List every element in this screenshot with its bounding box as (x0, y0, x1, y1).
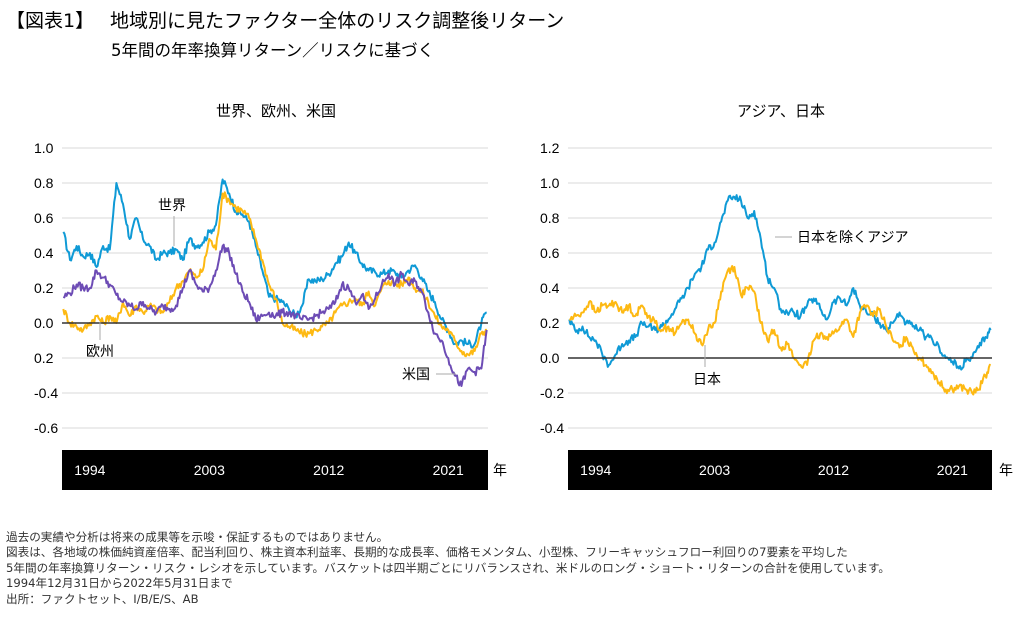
y-tick-label: 0.2 (34, 350, 54, 366)
europe-annotation: 欧州 (86, 344, 114, 360)
x-axis-label: 年 (493, 463, 507, 479)
y-tick-label: -0.6 (34, 420, 58, 436)
gridlines (62, 147, 488, 429)
right-chart-title: アジア、日本 (737, 102, 825, 120)
footer-line-period: 1994年12月31日から2022年5月31日まで (6, 576, 233, 591)
figure-tag: 【図表1】 (6, 10, 95, 32)
x-tick-label: 2021 (433, 462, 464, 478)
figure-subtitle: 5年間の年率換算リターン／リスクに基づく (111, 41, 435, 60)
y-tick-label: 0.8 (34, 175, 54, 191)
footer-line-method-2: 5年間の年率換算リターン・リスク・レシオを示しています。バスケットは四半期ごとに… (6, 560, 890, 575)
y-tick-label: 0.6 (34, 210, 54, 226)
left-chart-title: 世界、欧州、米国 (215, 102, 337, 120)
footer-line-source: 出所：ファクトセット、I/B/E/S、AB (6, 591, 199, 606)
x-axis-band (62, 450, 488, 490)
figure-title: 【図表1】 地域別に見たファクター全体のリスク調整後リターン (6, 6, 564, 33)
x-tick-label: 1994 (74, 462, 105, 478)
series-line (62, 191, 488, 358)
y-tick-label: 0.4 (34, 245, 54, 261)
figure-title-text: 地域別に見たファクター全体のリスク調整後リターン (110, 10, 565, 32)
y-tick-label: -0.4 (34, 385, 58, 401)
footer-notes: 過去の実績や分析は将来の成果等を示唆・保証するものではありません。 図表は、各地… (6, 530, 890, 607)
x-tick-label: 2012 (313, 462, 344, 478)
series-line (62, 243, 488, 387)
y-tick-label: 1.0 (34, 140, 54, 156)
world-annotation: 世界 (158, 198, 186, 214)
y-tick-label: 0.0 (34, 315, 54, 331)
series-group (62, 178, 488, 387)
footer-line-disclaimer: 過去の実績や分析は将来の成果等を示唆・保証するものではありません。 (6, 530, 389, 544)
footer-line-method-1: 図表は、各地域の株価純資産倍率、配当利回り、株主資本利益率、長期的な成長率、価格… (6, 545, 848, 560)
x-tick-label: 2003 (194, 462, 225, 478)
x-axis-ticks: 1994 2003 2012 2021 (74, 462, 464, 478)
y-axis-ticks: 1.0 0.8 0.6 0.4 0.2 0.0 0.2 -0.4 -0.6 (34, 140, 58, 436)
y-tick-label: 0.2 (34, 280, 54, 296)
us-annotation: 米国 (402, 367, 430, 383)
